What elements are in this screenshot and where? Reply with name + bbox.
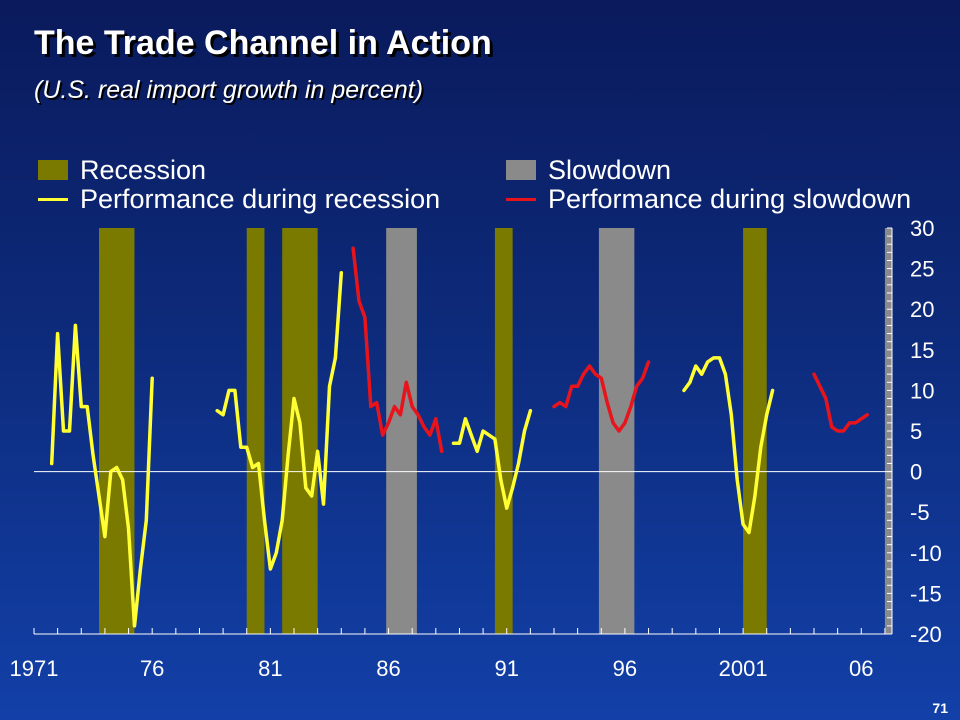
x-tick-label: 81 <box>258 656 282 681</box>
recession-performance-line-3 <box>333 270 344 360</box>
recession-band-2 <box>246 228 265 634</box>
legend-swatch-slowdown <box>506 160 536 180</box>
recession-band-1 <box>99 228 135 634</box>
y-tick-label: -10 <box>910 541 942 566</box>
slide-subtitle: (U.S. real import growth in percent) <box>34 76 424 104</box>
recession-performance-line-4 <box>451 408 533 510</box>
y-tick-label: 10 <box>910 378 934 403</box>
y-tick-label: 30 <box>910 216 934 241</box>
legend-line-recession <box>38 197 68 201</box>
legend-line-slowdown <box>506 197 536 201</box>
page-number: 71 <box>932 700 948 716</box>
x-tick-label: 76 <box>140 656 164 681</box>
slowdown-performance-line-3 <box>812 372 869 433</box>
x-tick-label: 91 <box>494 656 518 681</box>
recession-performance-line-5 <box>682 356 775 535</box>
legend-item-slowdown: Slowdown <box>506 155 671 185</box>
bands-layer <box>99 228 892 634</box>
legend-label-recession-performance: Performance during recession <box>80 183 441 214</box>
y-tick-label: 25 <box>910 257 934 282</box>
slowdown-performance-line-2 <box>552 360 651 433</box>
x-tick-label: 2001 <box>719 656 768 681</box>
y-tick-label: 5 <box>910 419 922 444</box>
recession-band-5 <box>494 228 513 634</box>
y-tick-label: -5 <box>910 500 930 525</box>
legend-label-slowdown-performance: Performance during slowdown <box>548 183 912 214</box>
y-tick-label: 15 <box>910 338 934 363</box>
x-tick-label: 1971 <box>10 656 59 681</box>
legend-label-slowdown: Slowdown <box>548 154 672 185</box>
legend-item-slowdown-performance: Performance during slowdown <box>506 184 911 214</box>
y-tick-label: -20 <box>910 622 942 647</box>
series-layer <box>49 246 869 628</box>
x-tick-label: 96 <box>613 656 637 681</box>
legend-label-recession: Recession <box>80 154 207 185</box>
slowdown-band-6 <box>598 228 635 634</box>
legend-swatch-recession <box>38 160 68 180</box>
legend-item-recession-performance: Performance during recession <box>38 184 440 214</box>
y-tick-label: 0 <box>910 460 922 485</box>
slowdown-band-4 <box>386 228 417 634</box>
slowdown-performance-line-1 <box>351 246 444 454</box>
slide-title: The Trade Channel in Action <box>34 24 492 62</box>
recession-performance-line-2 <box>215 356 338 571</box>
axes-layer <box>33 227 893 635</box>
y-tick-label: -15 <box>910 581 942 606</box>
legend-item-recession: Recession <box>38 155 206 185</box>
y-tick-label: 20 <box>910 297 934 322</box>
x-tick-label: 06 <box>849 656 873 681</box>
recession-performance-line-1 <box>49 323 154 628</box>
labels-layer: 30 25 20 15 10 5 0 -5 -10 -15 -20 1971 76 81 86 91 96 200… <box>10 216 942 681</box>
x-tick-label: 86 <box>376 656 400 681</box>
